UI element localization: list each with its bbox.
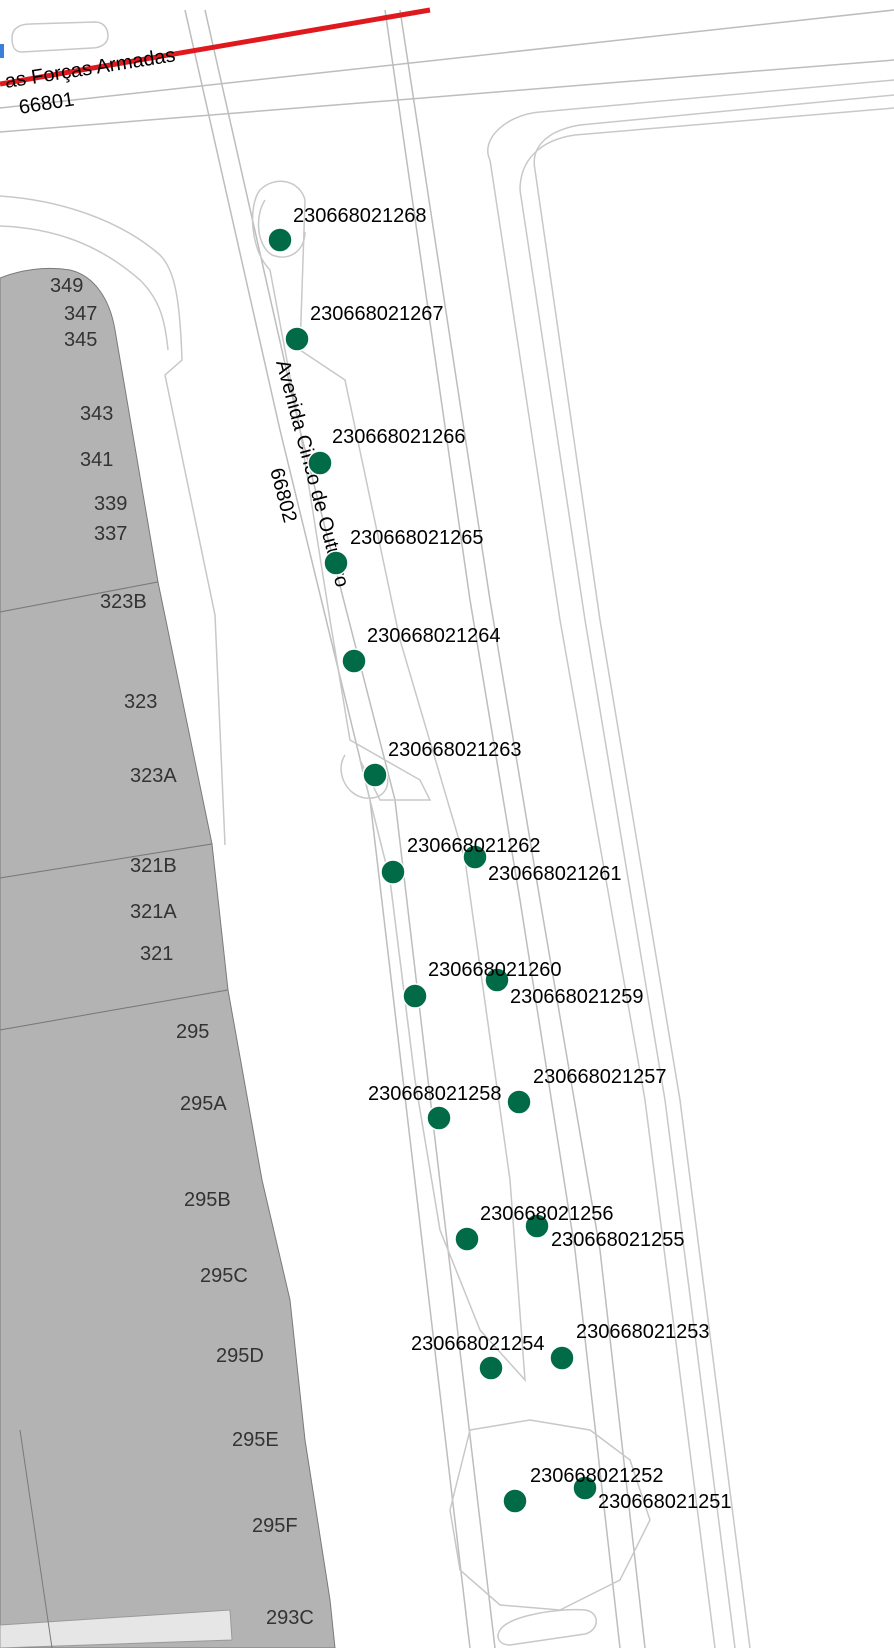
house-number: 345 [64,329,97,351]
house-number: 293C [266,1607,314,1629]
point-label: 230668021251 [598,1491,731,1513]
point-label: 230668021255 [551,1229,684,1251]
house-number: 321 [140,943,173,965]
house-numbers: 349 347 345 343 341 339 337 323B 323 323… [50,275,314,1629]
address-point[interactable] [380,859,406,885]
point-label: 230668021256 [480,1203,613,1225]
house-number: 349 [50,275,83,297]
highway-line [0,7,431,87]
point-label: 230668021253 [576,1321,709,1343]
point-label: 230668021257 [533,1066,666,1088]
address-point[interactable] [524,1213,550,1239]
building-blocks [0,267,336,1648]
address-point[interactable] [506,1089,532,1115]
house-number: 337 [94,523,127,545]
house-number: 323 [124,691,157,713]
house-number: 323B [100,591,147,613]
house-number: 339 [94,493,127,515]
point-label: 230668021263 [388,739,521,761]
house-number: 347 [64,303,97,325]
point-label: 230668021266 [332,426,465,448]
address-point[interactable] [478,1355,504,1381]
house-number: 295E [232,1429,279,1451]
point-label: 230668021262 [407,835,540,857]
address-point[interactable] [502,1488,528,1514]
address-point[interactable] [362,762,388,788]
point-label: 230668021265 [350,527,483,549]
building-light-strip [0,1609,233,1648]
building-block-south [0,989,336,1648]
point-label: 230668021258 [368,1083,501,1105]
point-label: 230668021261 [488,863,621,885]
address-point[interactable] [307,450,333,476]
house-number: 295 [176,1021,209,1043]
point-label: 230668021254 [411,1333,544,1355]
address-point[interactable] [341,648,367,674]
house-number: 295C [200,1265,248,1287]
address-point[interactable] [572,1475,598,1501]
building-block-north [0,267,159,613]
address-point[interactable] [462,844,488,870]
road-outlines [0,9,894,1648]
house-number: 341 [80,449,113,471]
address-point[interactable] [284,326,310,352]
address-point[interactable] [454,1226,480,1252]
address-point[interactable] [549,1345,575,1371]
address-point[interactable] [323,550,349,576]
house-number: 321A [130,901,177,923]
address-point[interactable] [402,983,428,1009]
point-label: 230668021264 [367,625,500,647]
house-number: 295F [252,1515,298,1537]
point-label: 230668021267 [310,303,443,325]
point-label: 230668021260 [428,959,561,981]
address-points[interactable] [267,227,598,1514]
house-number: 343 [80,403,113,425]
house-number: 295B [184,1189,231,1211]
address-point[interactable] [484,967,510,993]
road-code-66801: 66801 [17,89,75,119]
point-label: 230668021252 [530,1465,663,1487]
selection-marker [0,44,4,58]
building-block-middle [0,581,213,879]
point-label: 230668021259 [510,986,643,1008]
house-number: 321B [130,855,177,877]
house-number: 295D [216,1345,264,1367]
point-labels: 230668021268 230668021267 230668021266 2… [293,205,731,1513]
house-number: 295A [180,1093,227,1115]
address-point[interactable] [267,227,293,253]
point-label: 230668021268 [293,205,426,227]
house-number: 323A [130,765,177,787]
address-point[interactable] [426,1105,452,1131]
